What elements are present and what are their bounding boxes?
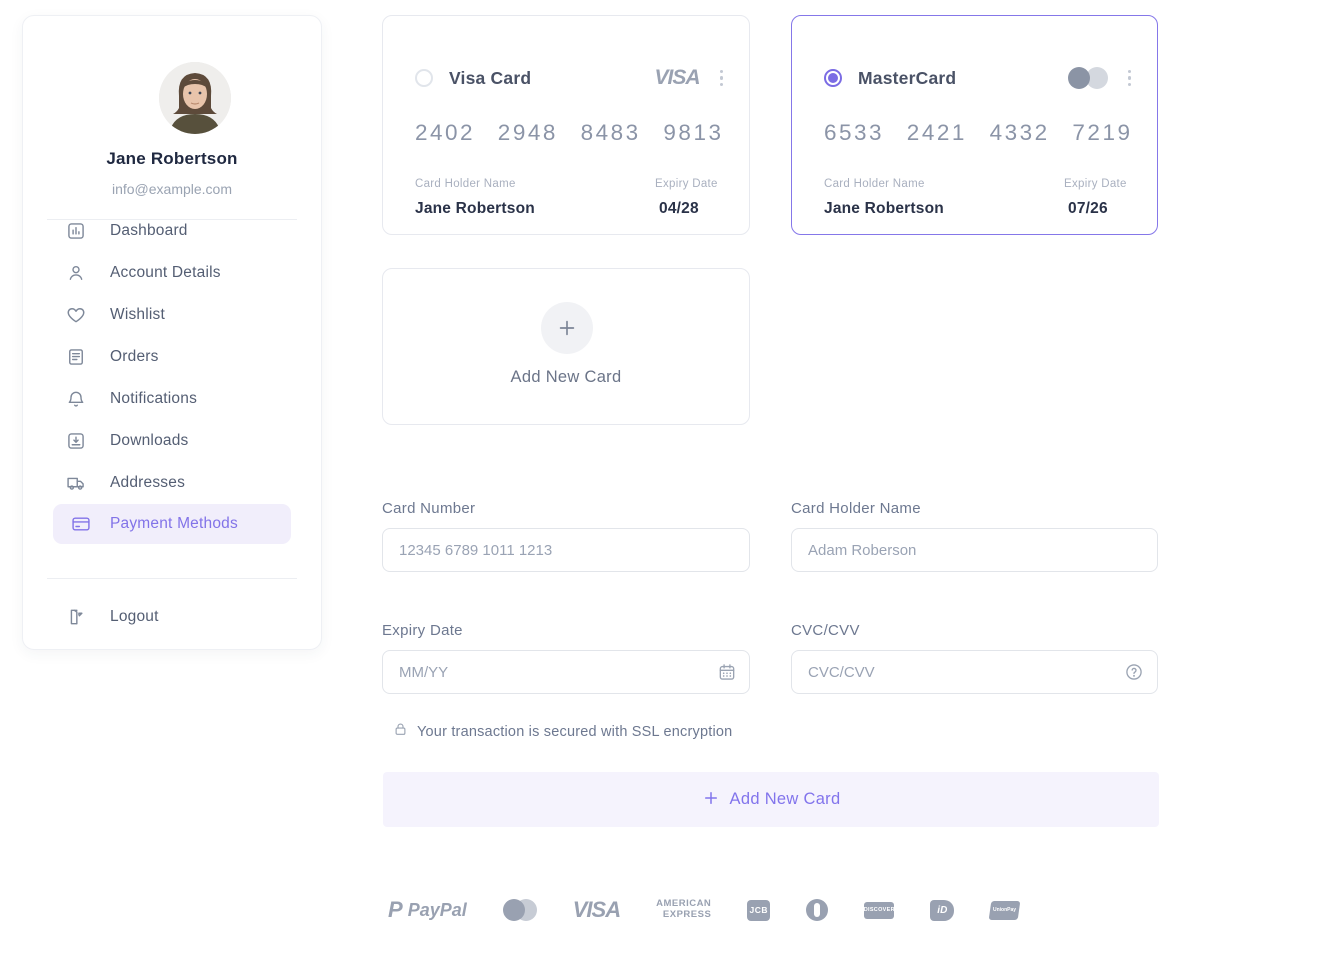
- mastercard-logo: [502, 899, 537, 921]
- sidebar-item-label: Downloads: [110, 432, 189, 449]
- ssl-note-text: Your transaction is secured with SSL enc…: [417, 723, 733, 740]
- plus-icon[interactable]: [541, 302, 593, 354]
- lock-icon: [393, 720, 408, 743]
- holder-label: Card Holder Name: [415, 178, 516, 190]
- avatar: [159, 62, 231, 134]
- sidebar-item-dashboard[interactable]: Dashboard: [23, 210, 321, 252]
- help-question-icon[interactable]: [1124, 662, 1144, 682]
- add-new-card-button[interactable]: Add New Card: [383, 772, 1159, 827]
- expiry-value: 04/28: [659, 200, 699, 217]
- sidebar-item-label: Wishlist: [110, 306, 165, 323]
- sidebar-item-account-details[interactable]: Account Details: [23, 252, 321, 294]
- truck-icon: [66, 473, 86, 493]
- card-menu-dots-icon[interactable]: [718, 68, 726, 89]
- holder-value: Jane Robertson: [824, 200, 944, 217]
- visa-logo: VISA: [654, 66, 700, 89]
- card-number: 2402 2948 8483 9813: [415, 120, 724, 145]
- plus-icon: [702, 789, 720, 810]
- cvc-label: CVC/CVV: [791, 622, 860, 639]
- logout-icon: [66, 607, 86, 627]
- saved-card-visa[interactable]: Visa Card VISA 2402 2948 8483 9813 Card …: [382, 15, 750, 235]
- sidebar-item-addresses[interactable]: Addresses: [23, 462, 321, 504]
- sidebar-item-label: Logout: [110, 608, 159, 625]
- add-tile-label: Add New Card: [510, 368, 622, 386]
- sidebar-item-wishlist[interactable]: Wishlist: [23, 294, 321, 336]
- download-icon: [66, 431, 86, 451]
- expiry-label: Expiry Date: [1064, 178, 1127, 190]
- card-menu-dots-icon[interactable]: [1126, 68, 1134, 89]
- sidebar-item-orders[interactable]: Orders: [23, 336, 321, 378]
- dashboard-icon: [66, 221, 86, 241]
- sidebar-item-label: Account Details: [110, 264, 221, 281]
- expiry-label: Expiry Date: [655, 178, 718, 190]
- holder-name-label: Card Holder Name: [791, 500, 921, 517]
- diners-club-logo: [806, 899, 829, 921]
- user-name: Jane Robertson: [106, 149, 238, 168]
- user-email: info@example.com: [111, 181, 233, 197]
- divider: [47, 219, 297, 220]
- sidebar-item-label: Payment Methods: [110, 515, 238, 532]
- sidebar-item-logout[interactable]: Logout: [23, 596, 321, 638]
- accepted-payment-logos: P PayPal VISA AMERICAN EXPRESS JCB DISCO…: [388, 897, 1021, 923]
- discover-logo: DISCOVER: [864, 901, 895, 919]
- divider: [47, 578, 297, 579]
- amex-logo: AMERICAN EXPRESS: [656, 898, 712, 920]
- heart-icon: [66, 305, 86, 325]
- add-new-card-button-label: Add New Card: [729, 790, 841, 808]
- add-new-card-tile[interactable]: Add New Card: [382, 268, 750, 425]
- paypal-logo: P PayPal: [388, 897, 467, 922]
- holder-value: Jane Robertson: [415, 200, 535, 217]
- holder-name-input[interactable]: [791, 528, 1158, 572]
- ssl-note: Your transaction is secured with SSL enc…: [393, 720, 732, 743]
- sidebar-item-label: Addresses: [110, 474, 186, 491]
- card-select-radio[interactable]: [824, 69, 842, 87]
- sidebar: Jane Robertson info@example.com Dashboar…: [22, 15, 322, 650]
- sidebar-item-payment-methods[interactable]: Payment Methods: [53, 504, 291, 544]
- sidebar-item-label: Orders: [110, 348, 159, 365]
- expiry-date-input[interactable]: [382, 650, 750, 694]
- holder-label: Card Holder Name: [824, 178, 925, 190]
- sidebar-item-downloads[interactable]: Downloads: [23, 420, 321, 462]
- card-number: 6533 2421 4332 7219: [824, 120, 1133, 145]
- bell-icon: [66, 389, 86, 409]
- card-title: MasterCard: [858, 67, 957, 88]
- document-icon: [66, 347, 86, 367]
- visa-logo: VISA: [572, 897, 621, 922]
- jcb-logo: JCB: [747, 899, 771, 921]
- card-title: Visa Card: [449, 67, 532, 88]
- saved-card-mastercard[interactable]: MasterCard 6533 2421 4332 7219 Card Hold…: [791, 15, 1158, 235]
- card-number-label: Card Number: [382, 500, 476, 517]
- cvc-input[interactable]: [791, 650, 1158, 694]
- sidebar-item-label: Notifications: [110, 390, 198, 407]
- user-icon: [66, 263, 86, 283]
- card-select-radio[interactable]: [415, 69, 433, 87]
- card-number-input[interactable]: [382, 528, 750, 572]
- expiry-value: 07/26: [1068, 200, 1108, 217]
- credit-card-icon: [71, 514, 91, 534]
- unionpay-logo: UnionPay: [988, 900, 1021, 920]
- calendar-icon[interactable]: [717, 662, 737, 682]
- sidebar-item-notifications[interactable]: Notifications: [23, 378, 321, 420]
- mastercard-logo: [1067, 66, 1108, 90]
- ideal-logo: iD: [930, 899, 955, 921]
- sidebar-item-label: Dashboard: [110, 222, 188, 239]
- sidebar-nav: Dashboard Account Details Wishlist Order…: [23, 210, 321, 544]
- expiry-date-label: Expiry Date: [382, 622, 463, 639]
